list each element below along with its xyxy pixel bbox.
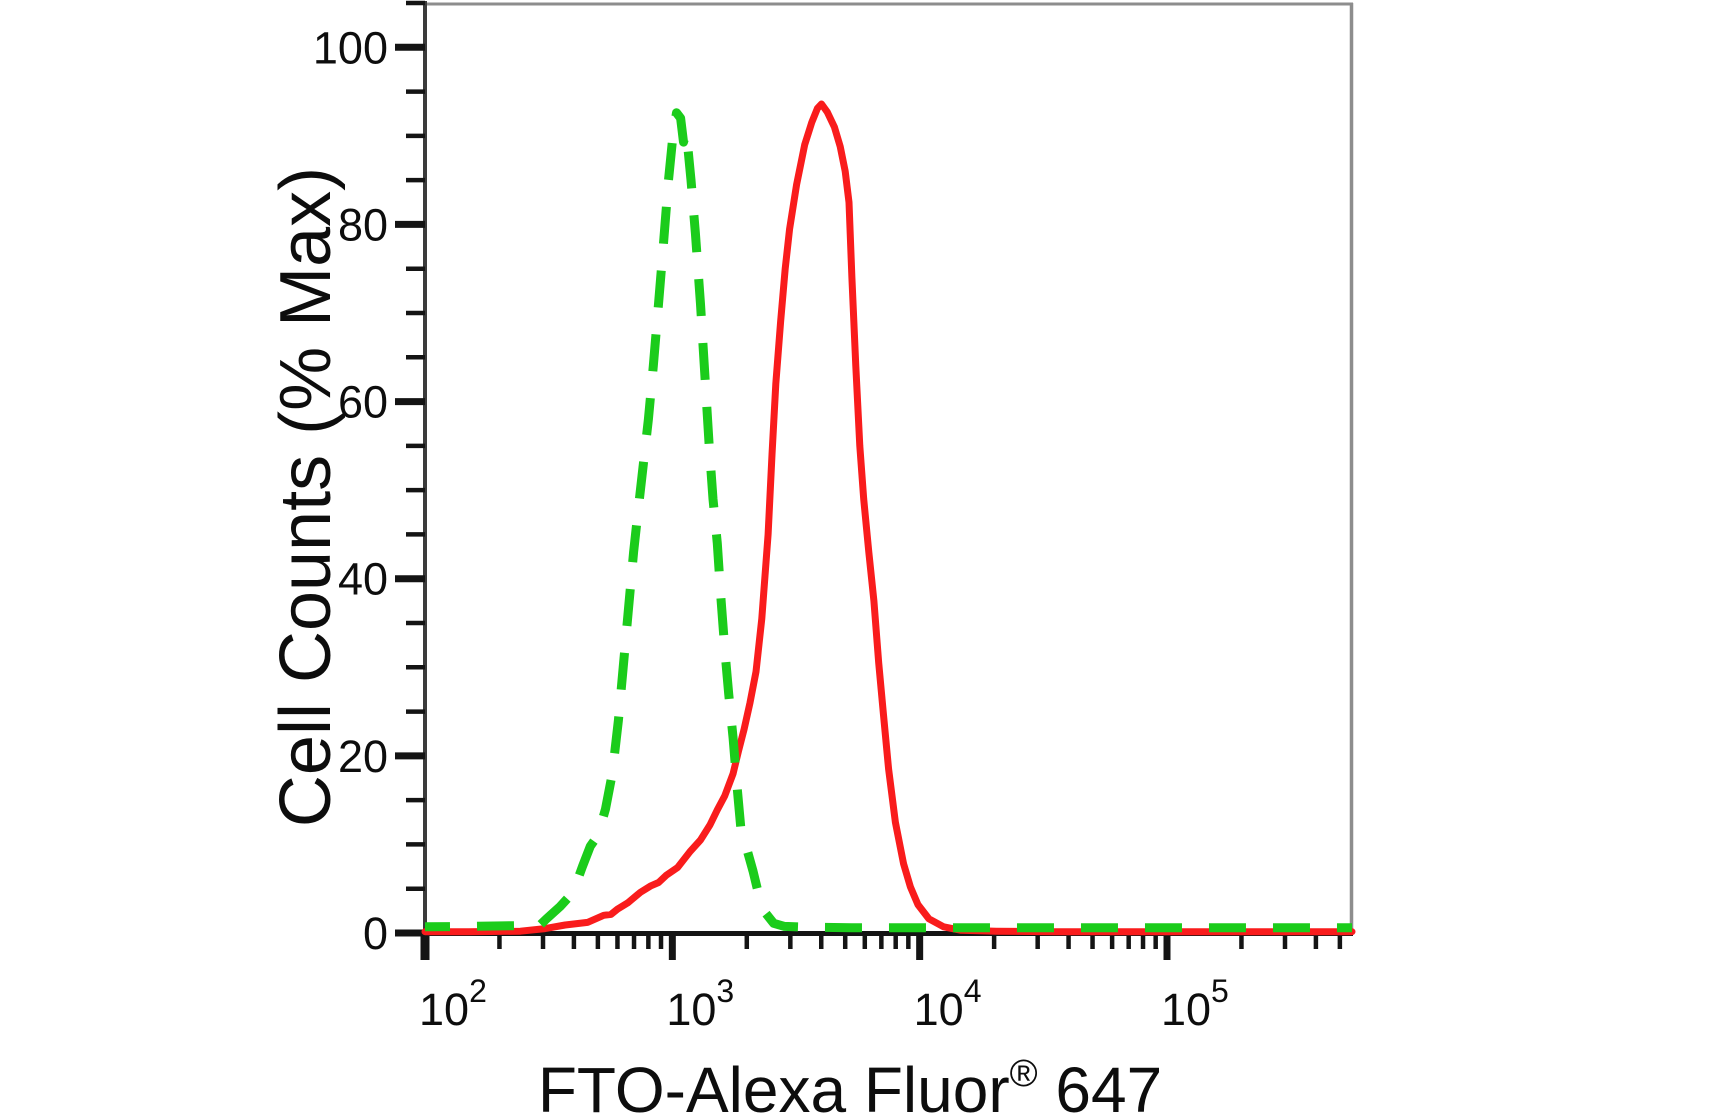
x-tick-label: 102 (419, 973, 487, 1035)
plot-frame (423, 1, 1354, 936)
axis-ticks (395, 0, 1343, 960)
y-tick-label: 100 (313, 22, 388, 73)
y-tick-label: 60 (338, 377, 388, 428)
y-tick-label: 80 (338, 199, 388, 250)
series-curves (421, 100, 1356, 936)
y-tick-label: 0 (363, 908, 388, 959)
x-axis-title-suffix: 647 (1038, 1054, 1163, 1119)
axis-tick-labels: 0 20 40 60 80 100 102 103 104 105 (313, 22, 1229, 1035)
x-tick-label: 104 (914, 973, 982, 1035)
y-tick-label: 20 (338, 731, 388, 782)
x-tick-label: 103 (666, 973, 734, 1035)
registered-trademark-icon: ® (1010, 1053, 1038, 1095)
x-axis-title: FTO-Alexa Fluor® 647 (538, 1053, 1162, 1119)
y-tick-label: 40 (338, 554, 388, 605)
x-tick-label: 105 (1161, 973, 1229, 1035)
green-dashed-curve (424, 108, 1352, 933)
x-axis-title-prefix: FTO-Alexa Fluor (538, 1054, 1010, 1119)
y-axis-title: Cell Counts (% Max) (266, 167, 346, 827)
red-solid-curve (421, 100, 1356, 936)
